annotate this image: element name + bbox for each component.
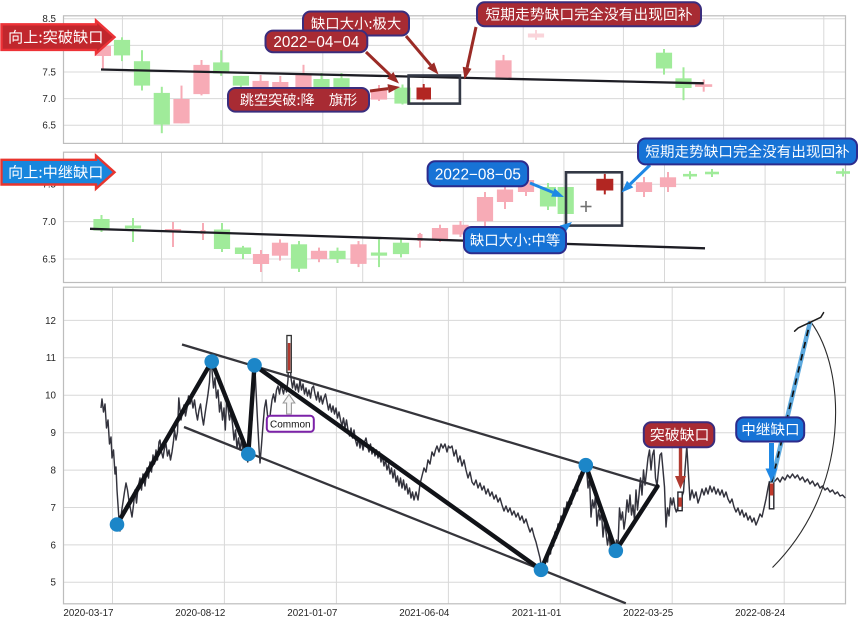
svg-text:8: 8 <box>51 466 57 477</box>
svg-text:10: 10 <box>45 391 56 402</box>
svg-text:12: 12 <box>45 316 56 327</box>
svg-text:7.5: 7.5 <box>42 67 56 78</box>
svg-text:7: 7 <box>51 503 56 514</box>
svg-text:Common: Common <box>270 420 311 431</box>
svg-text:2022−04−04: 2022−04−04 <box>273 34 359 51</box>
svg-text:2021-11-01: 2021-11-01 <box>512 608 561 619</box>
svg-text:2022-03-25: 2022-03-25 <box>623 608 674 619</box>
svg-text:6: 6 <box>51 540 57 551</box>
svg-text:2020-08-12: 2020-08-12 <box>175 608 225 619</box>
svg-text:5: 5 <box>51 578 57 589</box>
svg-text:2022−08−05: 2022−08−05 <box>435 166 521 183</box>
svg-text:2022-08-24: 2022-08-24 <box>735 608 786 619</box>
svg-text:2020-03-17: 2020-03-17 <box>63 608 113 619</box>
svg-text:2021-01-07: 2021-01-07 <box>287 608 337 619</box>
svg-text:6.5: 6.5 <box>42 121 56 132</box>
svg-text:6.5: 6.5 <box>42 254 56 265</box>
svg-text:7.0: 7.0 <box>42 217 56 228</box>
svg-text:9: 9 <box>51 428 56 439</box>
svg-text:7.0: 7.0 <box>42 94 56 105</box>
svg-text:2021-06-04: 2021-06-04 <box>399 608 450 619</box>
svg-text:11: 11 <box>46 353 56 364</box>
svg-text:8.5: 8.5 <box>42 14 56 25</box>
